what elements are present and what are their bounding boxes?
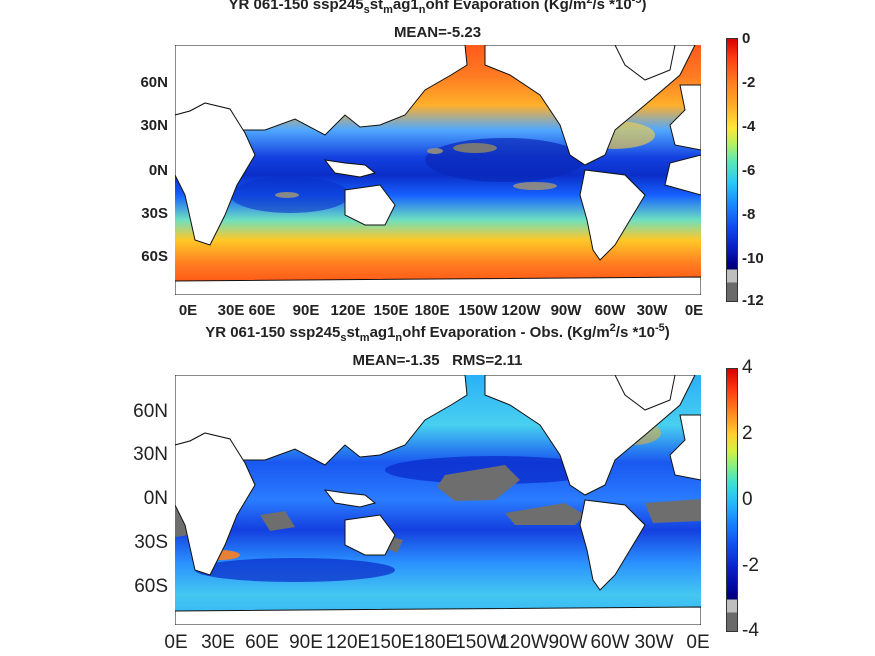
panel2-xtick: 90W <box>548 632 588 653</box>
south-america <box>579 499 646 591</box>
panel1-colorbar <box>726 38 738 302</box>
grey-patch-2 <box>513 182 557 190</box>
panel1-ytick-30s: 30S <box>141 205 168 222</box>
australia <box>344 184 396 226</box>
panel2-xtick: 90E <box>289 632 323 653</box>
africa <box>175 102 256 246</box>
antarctica <box>175 276 701 295</box>
panel2-cbar-tick: -4 <box>742 620 759 641</box>
grey-patch-3 <box>275 192 299 198</box>
panel2-xtick: 120W <box>499 632 549 653</box>
panel1-ytick-0n: 0N <box>148 162 168 179</box>
grey-patch-1 <box>453 143 497 153</box>
panel1-xtick: 30W <box>636 302 668 319</box>
panel2-ytick-30s: 30S <box>134 532 168 553</box>
panel1-cbar-tick: -10 <box>742 250 764 267</box>
panel1-xtick: 0E <box>178 302 198 319</box>
panel2-cbar-tick: 4 <box>742 357 753 378</box>
grey-east-pacific <box>505 503 585 525</box>
panel2-xtick: 120E <box>325 632 371 653</box>
greenland <box>614 45 676 81</box>
continents <box>175 45 701 295</box>
panel2-xtick: 30E <box>201 632 235 653</box>
panel2-xtick: 60W <box>590 632 630 653</box>
africa <box>175 432 256 576</box>
pacific-minimum <box>425 138 585 182</box>
panel2-xtick: 60E <box>245 632 279 653</box>
panel2-xtick: 150E <box>369 632 415 653</box>
australia <box>344 514 396 556</box>
panel2-cbar-tick: 2 <box>742 423 753 444</box>
panel1-cbar-tick: -12 <box>742 292 764 309</box>
panel2-ytick-60n: 60N <box>133 401 168 422</box>
panel1-xtick: 90E <box>292 302 320 319</box>
panel1-xtick: 150W <box>458 302 498 319</box>
europe-west <box>669 84 701 151</box>
panel1-xtick: 60W <box>594 302 626 319</box>
grey-atlantic <box>645 499 701 523</box>
continents <box>175 375 701 625</box>
panel1-xtick: 180E <box>414 302 450 319</box>
grey-pacific <box>437 465 520 501</box>
panel1-title: YR 061-150 ssp245sstmag1nohf Evaporation… <box>228 0 647 16</box>
panel2-xtick: 150W <box>455 632 505 653</box>
panel2-cbar-tick: 0 <box>742 489 753 510</box>
panel1-xtick: 150E <box>373 302 409 319</box>
panel1-cbar-tick: -6 <box>742 162 756 179</box>
europe-west <box>669 414 701 481</box>
panel1-cbar-tick: -2 <box>742 74 756 91</box>
panel1-xtick: 60E <box>248 302 276 319</box>
panel1-xtick: 120E <box>330 302 366 319</box>
panel1-ytick-30n: 30N <box>140 117 168 134</box>
panel2-xtick: 0E <box>164 632 188 653</box>
panel1-xtick: 120W <box>501 302 541 319</box>
panel2-colorbar <box>726 368 738 632</box>
panel1-cbar-tick: -8 <box>742 206 756 223</box>
panel2-map <box>175 375 701 625</box>
panel1-mean-label: MEAN=-5.23 <box>393 24 482 41</box>
indonesia <box>323 159 377 178</box>
panel2-cbar-tick: -2 <box>742 555 759 576</box>
panel1-cbar-tick: 0 <box>742 30 751 47</box>
panel2-xtick: 180E <box>413 632 459 653</box>
grey-patch-4 <box>427 148 443 154</box>
panel1-map <box>175 45 701 295</box>
panel2-ytick-0n: 0N <box>143 488 168 509</box>
panel2-title: YR 061-150 ssp245sstmag1nohf Evaporation… <box>205 322 670 344</box>
panel2-xtick: 0E <box>686 632 710 653</box>
antarctica <box>175 606 701 625</box>
greenland <box>614 375 676 411</box>
panel2-xtick: 30W <box>634 632 674 653</box>
indonesia <box>323 489 377 508</box>
panel1-xtick: 0E <box>684 302 704 319</box>
south-america <box>579 169 646 261</box>
panel2-ytick-60s: 60S <box>134 576 168 597</box>
panel2-ytick-30n: 30N <box>133 444 168 465</box>
panel1-cbar-tick: -4 <box>742 118 756 135</box>
panel1-xtick: 90W <box>550 302 582 319</box>
southern-dark <box>195 558 395 582</box>
panel1-ytick-60n: 60N <box>140 74 168 91</box>
panel1-ytick-60s: 60S <box>141 248 168 265</box>
panel2-mean-rms-label: MEAN=-1.35 RMS=2.11 <box>352 352 523 369</box>
panel1-xtick: 30E <box>217 302 245 319</box>
grey-indian <box>260 511 295 531</box>
africa-east <box>664 154 701 196</box>
